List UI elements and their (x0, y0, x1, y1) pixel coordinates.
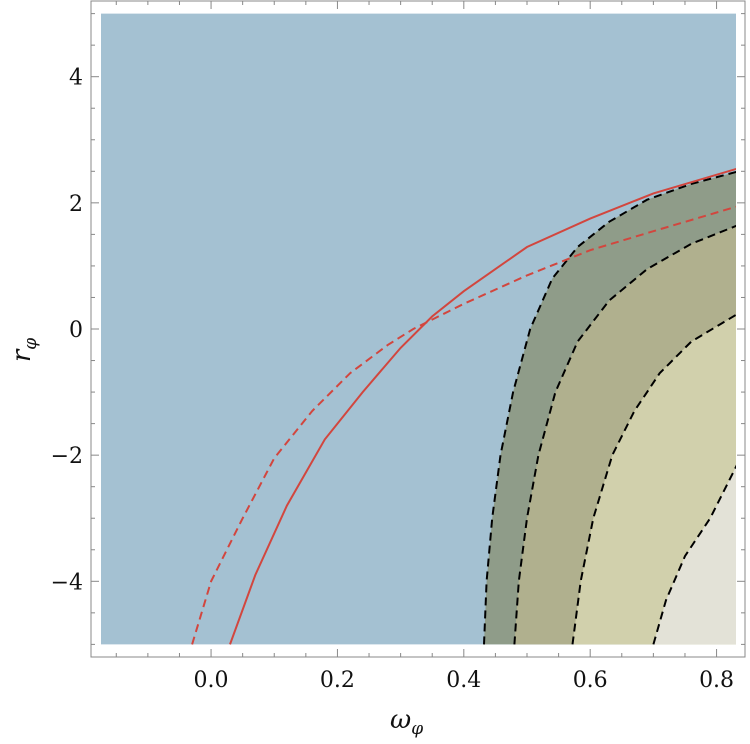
x-tick-label: 0.0 (194, 668, 229, 693)
contour-line-boundary-3 (571, 313, 736, 645)
y-tick-label: −2 (51, 444, 83, 469)
y-tick-label: 4 (69, 66, 83, 91)
curve-red-dashed (191, 205, 736, 645)
tick-labels: 0.0 0.2 0.4 0.6 0.8 −4 −2 0 2 4 (51, 66, 735, 693)
y-axis-label: rφ (7, 338, 41, 362)
curve-red-solid (229, 167, 736, 645)
y-tick-label: 0 (69, 318, 83, 343)
contour-line-boundary-2 (513, 224, 736, 645)
x-tick-label: 0.2 (320, 668, 355, 693)
x-axis-label: ωφ (390, 705, 423, 739)
contour-line-boundary-1 (483, 170, 736, 645)
y-tick-label: 2 (69, 192, 83, 217)
contour-regions (101, 13, 736, 645)
y-tick-label: −4 (51, 570, 83, 595)
x-tick-label: 0.8 (699, 668, 734, 693)
x-tick-label: 0.6 (573, 668, 608, 693)
red-curves (191, 167, 736, 645)
x-tick-label: 0.4 (446, 668, 481, 693)
axis-ticks (91, 1, 745, 657)
contour-line-boundary-4 (652, 464, 736, 645)
region-level-4 (653, 466, 736, 645)
contour-boundaries (483, 170, 736, 645)
